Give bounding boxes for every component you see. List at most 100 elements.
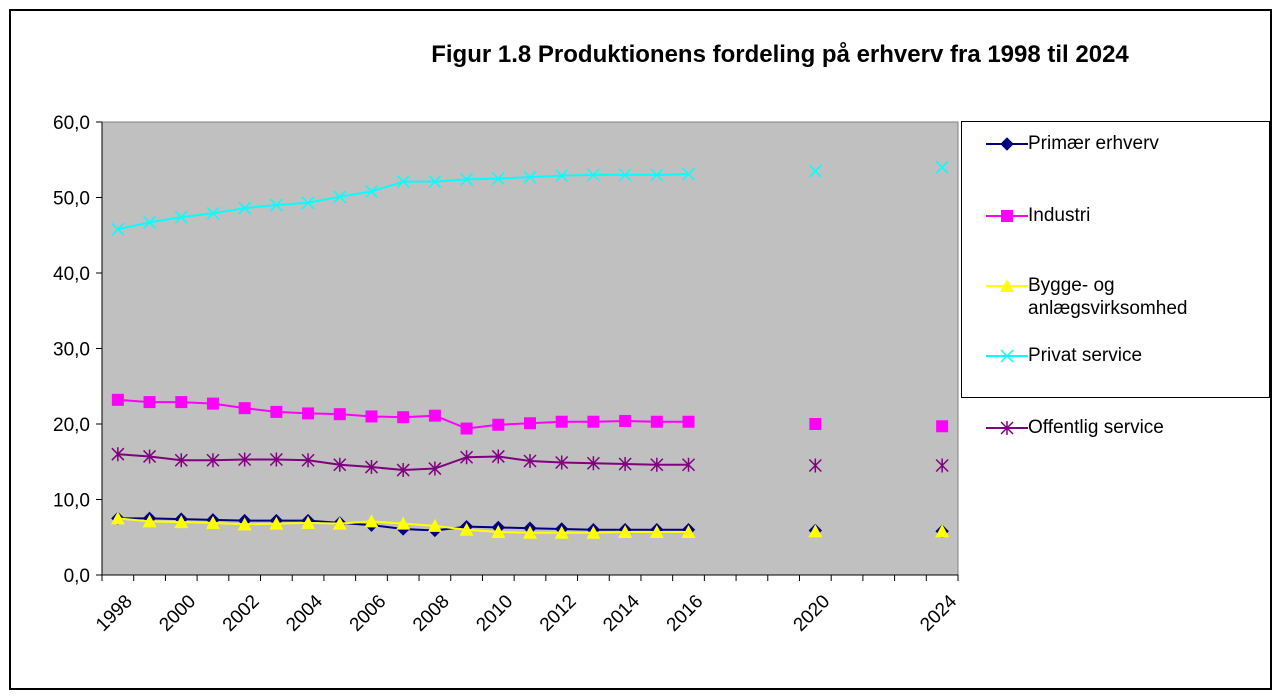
marker [396, 175, 410, 189]
marker [142, 514, 157, 528]
marker [586, 456, 600, 471]
legend-label: Primær erhverv [1028, 133, 1159, 154]
marker [554, 525, 569, 539]
legend-label: Privat service [1028, 345, 1143, 366]
y-tick-label: 30,0 [53, 340, 90, 361]
marker [649, 524, 664, 538]
marker [808, 458, 822, 473]
marker [935, 458, 949, 473]
legend-label: Offentlig service [1028, 417, 1164, 438]
chart-frame [9, 9, 1272, 690]
marker [460, 172, 474, 186]
marker [301, 196, 315, 210]
x-tick-label: 2008 [409, 591, 454, 636]
marker [809, 418, 822, 430]
marker [555, 169, 569, 183]
marker [206, 397, 219, 410]
marker [111, 447, 125, 462]
y-tick-label: 0,0 [64, 566, 90, 587]
marker [524, 417, 536, 430]
marker [1001, 210, 1013, 222]
marker [808, 524, 823, 538]
marker [586, 168, 600, 182]
marker [143, 449, 157, 464]
marker [238, 452, 252, 467]
marker [1000, 349, 1014, 363]
x-tick-label: 2024 [916, 591, 961, 636]
marker [364, 184, 379, 198]
y-tick-label: 50,0 [53, 189, 90, 210]
marker [935, 160, 949, 174]
marker [427, 518, 442, 532]
plot-area [101, 121, 959, 576]
marker [681, 524, 696, 538]
x-tick-label: 2016 [663, 591, 708, 636]
marker [301, 453, 315, 468]
marker [301, 515, 316, 529]
marker [491, 172, 505, 186]
marker [650, 168, 664, 182]
y-tick-label: 40,0 [53, 264, 90, 285]
x-tick-label: 2000 [155, 591, 200, 636]
marker [269, 198, 283, 212]
marker [269, 452, 283, 467]
marker [143, 215, 157, 229]
legend: Primær erhverv Industri Bygge- og anlægsvi… [961, 121, 1270, 438]
marker [269, 516, 284, 530]
marker [174, 210, 188, 224]
x-tick-label: 1998 [92, 591, 137, 636]
marker [619, 414, 632, 427]
chart-title: Figur 1.8 Produktionens fordeling på erh… [431, 41, 1129, 68]
marker [555, 455, 569, 470]
marker [238, 402, 251, 415]
marker [206, 453, 220, 468]
marker [397, 411, 410, 424]
marker [936, 420, 949, 433]
marker [143, 396, 156, 409]
marker [586, 525, 601, 539]
marker [650, 415, 663, 428]
x-tick-label: 2020 [790, 591, 835, 636]
x-tick-label: 2004 [282, 591, 327, 636]
marker [1000, 421, 1014, 435]
marker [270, 405, 283, 418]
legend-item: Privat service [962, 344, 1267, 367]
marker [459, 522, 474, 536]
marker [491, 524, 506, 538]
marker [523, 170, 537, 184]
marker [364, 514, 379, 528]
marker [428, 461, 442, 476]
legend-label: Bygge- og anlægsvirksomhed [1028, 275, 1188, 319]
marker [237, 517, 252, 531]
x-tick-label: 2010 [472, 591, 517, 636]
marker [174, 453, 188, 468]
marker [1000, 137, 1014, 151]
x-tick-label: 2014 [599, 591, 644, 636]
y-tick-label: 20,0 [53, 415, 90, 436]
marker [523, 525, 537, 539]
marker [491, 449, 505, 464]
marker [396, 516, 411, 530]
marker [681, 167, 696, 181]
marker [460, 450, 474, 465]
marker [333, 408, 346, 421]
x-tick-label: 2006 [346, 591, 391, 636]
marker [460, 422, 473, 435]
marker [333, 190, 347, 204]
marker [364, 460, 379, 475]
marker [682, 415, 695, 428]
legend-swatch [986, 210, 1028, 222]
marker [618, 168, 632, 182]
marker [428, 175, 442, 189]
legend-swatch [986, 349, 1028, 363]
marker [332, 516, 347, 530]
marker [110, 511, 125, 525]
legend-item: Industri [962, 204, 1267, 227]
marker [492, 418, 505, 431]
marker [650, 457, 664, 472]
marker [206, 206, 220, 220]
marker [111, 222, 125, 236]
marker [238, 201, 252, 215]
